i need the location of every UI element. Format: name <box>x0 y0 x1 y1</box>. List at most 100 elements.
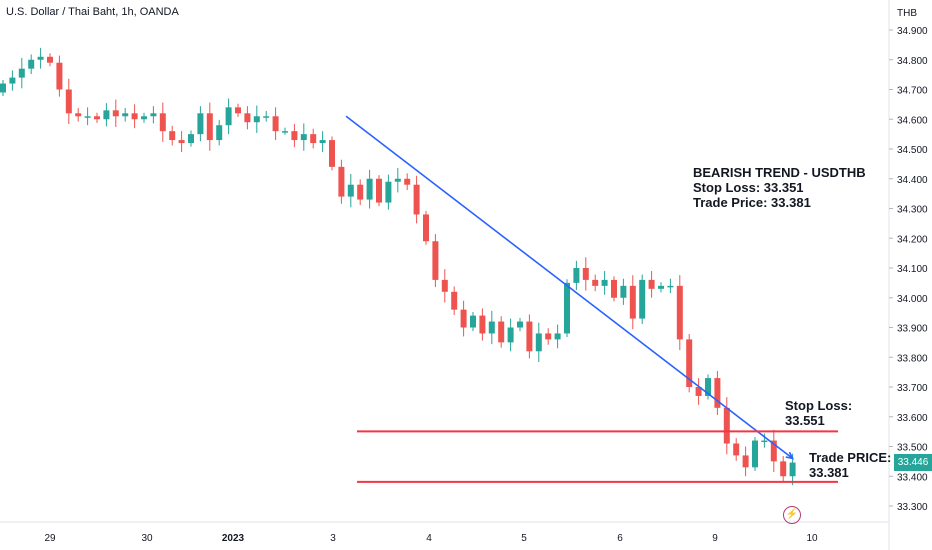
candle-up <box>28 59 35 69</box>
trendline-arrowhead <box>785 451 795 460</box>
candle-up <box>554 333 561 340</box>
bearish-trend-heading: BEARISH TREND - USDTHB <box>693 165 866 180</box>
y-tick-label: 33.600 <box>897 413 928 424</box>
candle-down <box>329 140 335 167</box>
candle-up <box>216 125 223 141</box>
candle-down <box>404 178 411 185</box>
candle-down <box>244 113 251 123</box>
candle-up <box>253 116 260 123</box>
candle-up <box>188 134 194 144</box>
candle-down <box>432 241 439 280</box>
y-tick-label: 34.900 <box>897 26 928 37</box>
y-tick-label: 34.600 <box>897 115 928 126</box>
candle-down <box>648 279 655 289</box>
trade-price-label: Trade PRICE: <box>809 450 892 465</box>
candle-up <box>366 178 373 200</box>
y-tick-label: 34.700 <box>897 86 928 97</box>
candle-up <box>639 279 646 319</box>
candle-down <box>376 178 382 203</box>
candle-up <box>347 184 354 197</box>
candle-down <box>178 140 185 144</box>
candle-up <box>761 440 768 443</box>
candle-up <box>752 440 758 468</box>
candle-up <box>37 56 44 60</box>
candle-down <box>65 89 72 114</box>
lightning-icon[interactable]: ⚡ <box>783 506 801 524</box>
candle-down <box>592 279 599 286</box>
candle-down <box>780 461 787 477</box>
y-tick-label: 33.500 <box>897 443 928 454</box>
candle-up <box>150 113 157 117</box>
candle-down <box>47 56 53 63</box>
x-tick-label: 9 <box>712 533 718 544</box>
candle-up <box>658 285 664 289</box>
candle-up <box>470 315 476 328</box>
candle-up <box>141 116 147 120</box>
candle-down <box>742 455 749 468</box>
candle-up <box>122 113 129 117</box>
candles-group <box>0 47 796 486</box>
time-axis[interactable]: 29 30 2023 3 4 5 6 9 10 <box>44 533 818 544</box>
candle-down <box>310 134 317 144</box>
candle-up <box>573 268 580 283</box>
trade-price-value: 33.381 <box>809 465 849 480</box>
candle-up <box>507 327 514 343</box>
candle-down <box>413 184 420 215</box>
candle-down <box>235 107 241 114</box>
bearish-trend-note: BEARISH TREND - USDTHB Stop Loss: 33.351… <box>693 165 866 210</box>
candle-up <box>9 77 16 84</box>
candle-down <box>451 291 458 310</box>
currency-label: THB <box>897 8 917 19</box>
candle-up <box>18 68 25 78</box>
candle-down <box>169 131 176 141</box>
candle-down <box>423 214 429 242</box>
candle-down <box>441 279 448 292</box>
last-price-badge: 33.446 <box>894 454 932 472</box>
symbol-title[interactable]: U.S. Dollar / Thai Baht, 1h, OANDA <box>6 6 179 18</box>
y-tick-label: 33.400 <box>897 472 928 483</box>
y-tick-label: 33.800 <box>897 353 928 364</box>
candle-down <box>291 131 298 141</box>
candle-down <box>75 113 82 117</box>
candle-down <box>714 378 721 408</box>
candle-up <box>385 181 392 203</box>
candle-down <box>545 333 552 340</box>
candle-up <box>225 107 232 126</box>
y-tick-label: 34.800 <box>897 56 928 67</box>
candle-up <box>667 285 674 288</box>
stop-loss-value: 33.551 <box>785 413 825 428</box>
candle-down <box>582 268 589 280</box>
y-tick-label: 33.300 <box>897 502 928 513</box>
candle-down <box>357 184 364 200</box>
candle-up <box>319 140 326 144</box>
price-axis[interactable]: 34.900 34.800 34.700 34.600 34.500 34.400 34.3… <box>889 26 928 513</box>
y-tick-label: 34.300 <box>897 205 928 216</box>
candle-up <box>488 321 495 334</box>
candle-down <box>611 279 617 298</box>
candle-up <box>300 134 307 141</box>
bearish-stop-loss-text: Stop Loss: 33.351 <box>693 180 804 195</box>
y-tick-label: 34.200 <box>897 234 928 245</box>
candle-up <box>517 321 523 328</box>
candle-up <box>789 462 796 477</box>
candle-down <box>460 309 467 328</box>
x-tick-label: 5 <box>521 533 527 544</box>
y-tick-label: 34.000 <box>897 294 928 305</box>
candle-down <box>733 443 740 456</box>
candle-up <box>84 116 91 118</box>
candle-up <box>103 110 110 120</box>
candle-down <box>56 62 63 90</box>
candle-down <box>159 113 166 132</box>
candle-down <box>131 113 138 120</box>
candle-down <box>479 315 486 334</box>
candle-up <box>394 178 401 182</box>
candle-down <box>112 110 119 117</box>
stop-loss-label: Stop Loss: <box>785 398 853 413</box>
candle-up <box>0 83 6 93</box>
candle-down <box>629 285 636 319</box>
candle-up <box>601 279 608 286</box>
y-tick-label: 34.100 <box>897 264 928 275</box>
x-tick-label: 29 <box>44 533 56 544</box>
candle-up <box>197 113 204 135</box>
